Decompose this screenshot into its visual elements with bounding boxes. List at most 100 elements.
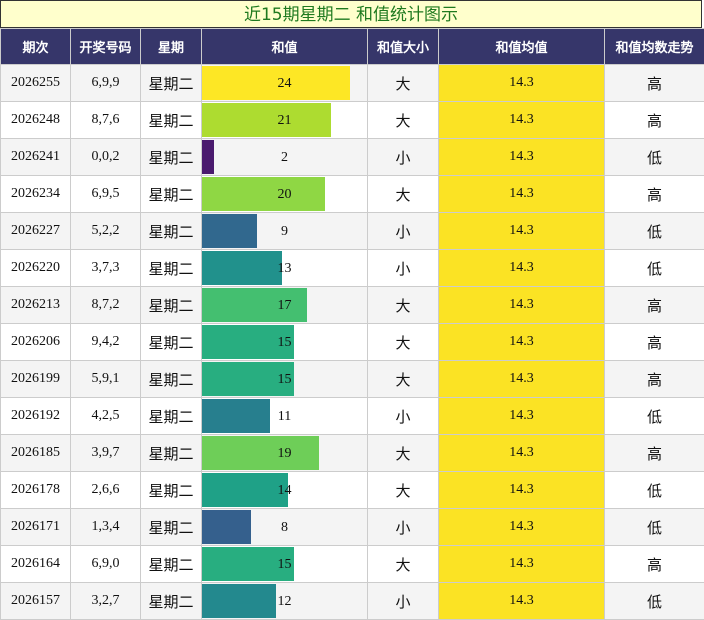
size-cell: 大	[368, 65, 439, 102]
sum-cell: 14	[202, 472, 368, 509]
sum-cell: 20	[202, 176, 368, 213]
numbers-cell: 5,9,1	[71, 361, 141, 398]
trend-cell: 低	[605, 509, 704, 546]
numbers-cell: 3,7,3	[71, 250, 141, 287]
header-numbers: 开奖号码	[71, 29, 141, 65]
trend-cell: 高	[605, 324, 704, 361]
weekday-cell: 星期二	[141, 435, 202, 472]
avg-cell: 14.3	[439, 546, 605, 583]
avg-cell: 14.3	[439, 65, 605, 102]
avg-cell: 14.3	[439, 287, 605, 324]
sum-bar	[202, 510, 251, 544]
size-cell: 小	[368, 213, 439, 250]
issue-cell: 2026248	[1, 102, 71, 139]
issue-cell: 2026255	[1, 65, 71, 102]
avg-cell: 14.3	[439, 435, 605, 472]
weekday-cell: 星期二	[141, 509, 202, 546]
sum-value: 24	[278, 76, 292, 91]
sum-value: 8	[281, 520, 288, 535]
trend-cell: 低	[605, 213, 704, 250]
weekday-cell: 星期二	[141, 361, 202, 398]
avg-cell: 14.3	[439, 102, 605, 139]
avg-cell: 14.3	[439, 213, 605, 250]
sum-cell: 13	[202, 250, 368, 287]
sum-bar	[202, 66, 350, 100]
sum-bar	[202, 251, 282, 285]
size-cell: 大	[368, 472, 439, 509]
avg-cell: 14.3	[439, 361, 605, 398]
weekday-cell: 星期二	[141, 324, 202, 361]
issue-cell: 2026234	[1, 176, 71, 213]
issue-cell: 2026206	[1, 324, 71, 361]
size-cell: 大	[368, 546, 439, 583]
sum-bar	[202, 177, 325, 211]
weekday-cell: 星期二	[141, 472, 202, 509]
sum-cell: 17	[202, 287, 368, 324]
sum-cell: 8	[202, 509, 368, 546]
sum-cell: 15	[202, 546, 368, 583]
sum-value: 9	[281, 224, 288, 239]
size-cell: 小	[368, 250, 439, 287]
sum-value: 14	[278, 483, 292, 498]
sum-value: 17	[278, 298, 292, 313]
sum-value: 20	[278, 187, 292, 202]
size-cell: 大	[368, 102, 439, 139]
weekday-cell: 星期二	[141, 583, 202, 620]
header-weekday: 星期	[141, 29, 202, 65]
size-cell: 大	[368, 435, 439, 472]
trend-cell: 低	[605, 583, 704, 620]
numbers-cell: 9,4,2	[71, 324, 141, 361]
numbers-cell: 2,6,6	[71, 472, 141, 509]
sum-value: 2	[281, 150, 288, 165]
weekday-cell: 星期二	[141, 213, 202, 250]
sum-value: 19	[278, 446, 292, 461]
size-cell: 大	[368, 287, 439, 324]
trend-cell: 高	[605, 102, 704, 139]
sum-bar	[202, 140, 214, 174]
sum-cell: 11	[202, 398, 368, 435]
size-cell: 小	[368, 398, 439, 435]
weekday-cell: 星期二	[141, 546, 202, 583]
trend-cell: 高	[605, 176, 704, 213]
issue-cell: 2026192	[1, 398, 71, 435]
sum-bar	[202, 436, 319, 470]
sum-value: 21	[278, 113, 292, 128]
sum-cell: 19	[202, 435, 368, 472]
header-avg: 和值均值	[439, 29, 605, 65]
sum-value: 12	[278, 594, 292, 609]
size-cell: 小	[368, 139, 439, 176]
sum-cell: 2	[202, 139, 368, 176]
avg-cell: 14.3	[439, 472, 605, 509]
numbers-cell: 3,2,7	[71, 583, 141, 620]
numbers-cell: 3,9,7	[71, 435, 141, 472]
numbers-cell: 1,3,4	[71, 509, 141, 546]
numbers-cell: 6,9,5	[71, 176, 141, 213]
sum-value: 11	[278, 409, 291, 424]
numbers-cell: 6,9,0	[71, 546, 141, 583]
numbers-cell: 6,9,9	[71, 65, 141, 102]
trend-cell: 高	[605, 361, 704, 398]
numbers-cell: 0,0,2	[71, 139, 141, 176]
avg-cell: 14.3	[439, 398, 605, 435]
issue-cell: 2026199	[1, 361, 71, 398]
trend-cell: 高	[605, 65, 704, 102]
weekday-cell: 星期二	[141, 65, 202, 102]
numbers-cell: 5,2,2	[71, 213, 141, 250]
avg-cell: 14.3	[439, 250, 605, 287]
weekday-cell: 星期二	[141, 287, 202, 324]
avg-cell: 14.3	[439, 509, 605, 546]
